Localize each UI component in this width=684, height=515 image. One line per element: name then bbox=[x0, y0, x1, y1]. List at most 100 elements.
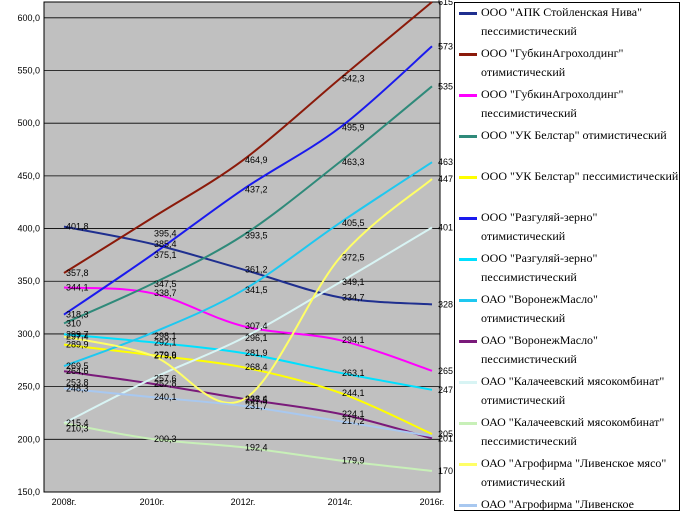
y-tick-label: 250,0 bbox=[17, 382, 40, 392]
legend-label: ОАО "ВоронежМасло" отимистический bbox=[481, 292, 598, 325]
data-label: 200,3 bbox=[154, 434, 177, 444]
legend-swatch bbox=[459, 381, 477, 384]
data-label: 495,9 bbox=[342, 123, 365, 133]
series-line-2 bbox=[63, 1, 433, 274]
plot-area bbox=[43, 1, 441, 493]
data-label: 238,4 bbox=[245, 394, 268, 404]
data-label: 318,3 bbox=[66, 310, 89, 320]
legend-label: ОАО "ВоронежМасло" пессимистический bbox=[481, 333, 598, 366]
data-label: 464,9 bbox=[245, 155, 268, 165]
data-label: 237,5 bbox=[245, 395, 268, 405]
legend-item[interactable]: ОАО "ВоронежМасло" отимистический bbox=[455, 290, 679, 331]
legend-label: ООО "Разгуляй-зерно" отимистический bbox=[481, 210, 598, 243]
x-tick-label: 2008г. bbox=[52, 497, 77, 507]
data-label: 205 bbox=[438, 429, 453, 439]
legend-item[interactable]: ООО "АПК Стойленская Нива" пессимистичес… bbox=[455, 3, 679, 44]
data-label: 224,1 bbox=[342, 409, 365, 419]
legend-swatch bbox=[459, 135, 477, 138]
series-line-8 bbox=[63, 161, 433, 368]
data-label: 215,4 bbox=[66, 418, 89, 428]
series-line-5 bbox=[63, 343, 433, 435]
legend-item[interactable]: ООО "УК Белстар" отимистический bbox=[455, 126, 679, 167]
data-label: 307,4 bbox=[245, 321, 268, 331]
series-line-4 bbox=[63, 85, 433, 325]
gridlines bbox=[44, 17, 440, 440]
data-label: 257,6 bbox=[154, 374, 177, 384]
series-line-3 bbox=[63, 286, 433, 372]
data-label: 463,3 bbox=[342, 157, 365, 167]
data-label: 395,4 bbox=[154, 228, 177, 238]
data-label: 281,9 bbox=[245, 348, 268, 358]
data-label: 247 bbox=[438, 385, 453, 395]
data-label: 393,5 bbox=[245, 230, 268, 240]
data-label: 310 bbox=[66, 318, 81, 328]
data-label: 542,3 bbox=[342, 74, 365, 84]
series-line-7 bbox=[63, 333, 433, 391]
legend-item[interactable]: ООО "Разгуляй-зерно" пессимистический bbox=[455, 249, 679, 290]
data-label: 296,1 bbox=[245, 333, 268, 343]
legend-label: ООО "УК Белстар" отимистический bbox=[481, 128, 667, 142]
legend-swatch bbox=[459, 422, 477, 425]
data-label: 264,6 bbox=[66, 366, 89, 376]
data-label: 299,7 bbox=[66, 329, 89, 339]
legend-item[interactable]: ООО "ГубкинАгрохолдинг" отимистический bbox=[455, 44, 679, 85]
data-label: 265 bbox=[438, 366, 453, 376]
data-label: 279,9 bbox=[154, 350, 177, 360]
legend-item[interactable]: ОАО "Агрофирма "Ливенское мясо" отимисти… bbox=[455, 454, 679, 495]
legend-label: ОАО "Калачеевский мясокомбинат" отимисти… bbox=[481, 374, 665, 407]
legend-item[interactable]: ООО "Разгуляй-зерно" отимистический bbox=[455, 208, 679, 249]
legend-label: ОАО "Агрофирма "Ливенское bbox=[481, 497, 634, 511]
data-label: 231,7 bbox=[245, 401, 268, 411]
series-line-11 bbox=[63, 422, 433, 472]
data-label: 573 bbox=[438, 41, 453, 51]
data-label: 192,4 bbox=[245, 442, 268, 452]
data-label: 375,1 bbox=[154, 250, 177, 260]
series-line-1 bbox=[63, 225, 433, 306]
legend-label: ОАО "Агрофирма "Ливенское мясо" отимисти… bbox=[481, 456, 667, 489]
series-line-13 bbox=[63, 387, 433, 438]
data-label: 357,8 bbox=[66, 268, 89, 278]
legend-swatch bbox=[459, 94, 477, 97]
legend-item[interactable]: ОАО "Агрофирма "Ливенское bbox=[455, 495, 679, 511]
data-label: 347,5 bbox=[154, 279, 177, 289]
legend-swatch bbox=[459, 299, 477, 302]
legend-swatch bbox=[459, 12, 477, 15]
legend-item[interactable]: ООО "ГубкинАгрохолдинг" пессимистический bbox=[455, 85, 679, 126]
y-tick-label: 400,0 bbox=[17, 224, 40, 234]
legend-label: ООО "АПК Стойленская Нива" пессимистичес… bbox=[481, 5, 642, 38]
legend-swatch bbox=[459, 340, 477, 343]
data-label: 252,8 bbox=[154, 379, 177, 389]
data-label: 210,3 bbox=[66, 423, 89, 433]
data-label: 338,7 bbox=[154, 288, 177, 298]
data-label: 244,1 bbox=[342, 388, 365, 398]
data-label: 240,1 bbox=[154, 392, 177, 402]
data-label: 405,5 bbox=[342, 218, 365, 228]
data-label: 170 bbox=[438, 466, 453, 476]
legend-label: ООО "ГубкинАгрохолдинг" пессимистический bbox=[481, 87, 624, 120]
data-label: 447 bbox=[438, 174, 453, 184]
series-line-10 bbox=[63, 226, 433, 424]
y-axis: 150,0 200,0 250,0 300,0 350,0 400,0 450,0 500,0… bbox=[17, 13, 40, 497]
series-lines bbox=[63, 1, 433, 472]
data-label: 217,2 bbox=[342, 416, 365, 426]
legend-item[interactable]: ОАО "ВоронежМасло" пессимистический bbox=[455, 331, 679, 372]
legend-item[interactable]: ОАО "Калачеевский мясокомбинат" отимисти… bbox=[455, 372, 679, 413]
legend-swatch bbox=[459, 463, 477, 466]
data-label: 294,1 bbox=[342, 335, 365, 345]
legend-item[interactable]: ООО "УК Белстар" пессимистический bbox=[455, 167, 679, 208]
x-tick-label: 2010г. bbox=[140, 497, 165, 507]
data-label: 201 bbox=[438, 433, 453, 443]
y-tick-label: 150,0 bbox=[17, 487, 40, 497]
legend-swatch bbox=[459, 217, 477, 220]
legend-swatch bbox=[459, 53, 477, 56]
data-label: 341,5 bbox=[245, 285, 268, 295]
data-label: 263,1 bbox=[342, 368, 365, 378]
series-line-6 bbox=[63, 45, 433, 316]
data-label: 297,4 bbox=[66, 332, 89, 342]
data-label: 535 bbox=[438, 81, 453, 91]
data-label: 253,8 bbox=[66, 378, 89, 388]
data-label: 298,1 bbox=[154, 331, 177, 341]
legend-item[interactable]: ОАО "Калачеевский мясокомбинат" пессимис… bbox=[455, 413, 679, 454]
